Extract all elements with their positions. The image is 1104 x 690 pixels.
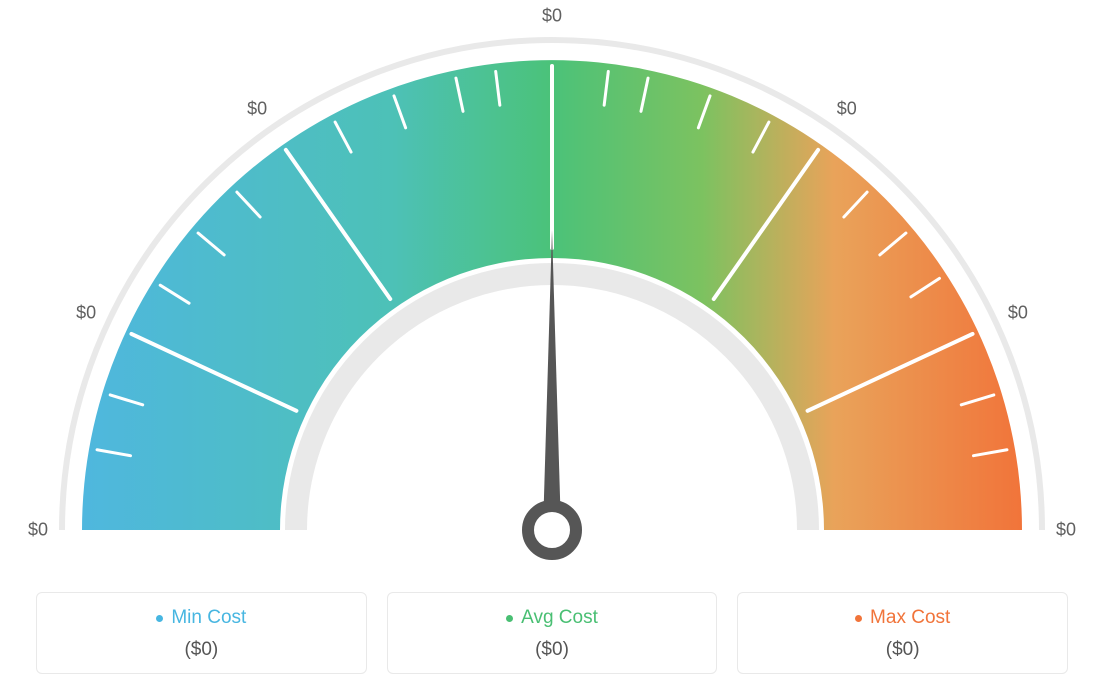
gauge-svg	[32, 0, 1072, 560]
legend-label-avg: Avg Cost	[521, 607, 598, 629]
legend-title-max: Max Cost	[855, 607, 950, 629]
legend-row: Min Cost ($0) Avg Cost ($0) Max Cost ($0…	[36, 592, 1068, 674]
legend-value-max: ($0)	[748, 639, 1057, 661]
gauge-chart-container: $0 $0 $0 $0 $0 $0 $0 Min Cost ($0) Avg Cost ($…	[0, 0, 1104, 690]
legend-dot-avg	[506, 615, 513, 622]
legend-dot-max	[855, 615, 862, 622]
legend-label-min: Min Cost	[171, 607, 246, 629]
gauge-axis-label: $0	[247, 98, 267, 119]
legend-card-avg: Avg Cost ($0)	[387, 592, 718, 674]
legend-label-max: Max Cost	[870, 607, 950, 629]
legend-dot-min	[156, 615, 163, 622]
gauge-axis-label: $0	[1056, 520, 1076, 541]
gauge-axis-label: $0	[837, 98, 857, 119]
gauge-wrap: $0$0$0$0$0$0$0	[32, 0, 1072, 560]
gauge-axis-label: $0	[542, 6, 562, 27]
legend-title-avg: Avg Cost	[506, 607, 598, 629]
gauge-axis-label: $0	[76, 302, 96, 323]
gauge-axis-label: $0	[28, 520, 48, 541]
legend-value-min: ($0)	[47, 639, 356, 661]
legend-card-max: Max Cost ($0)	[737, 592, 1068, 674]
legend-card-min: Min Cost ($0)	[36, 592, 367, 674]
legend-title-min: Min Cost	[156, 607, 246, 629]
legend-value-avg: ($0)	[398, 639, 707, 661]
gauge-axis-label: $0	[1008, 302, 1028, 323]
